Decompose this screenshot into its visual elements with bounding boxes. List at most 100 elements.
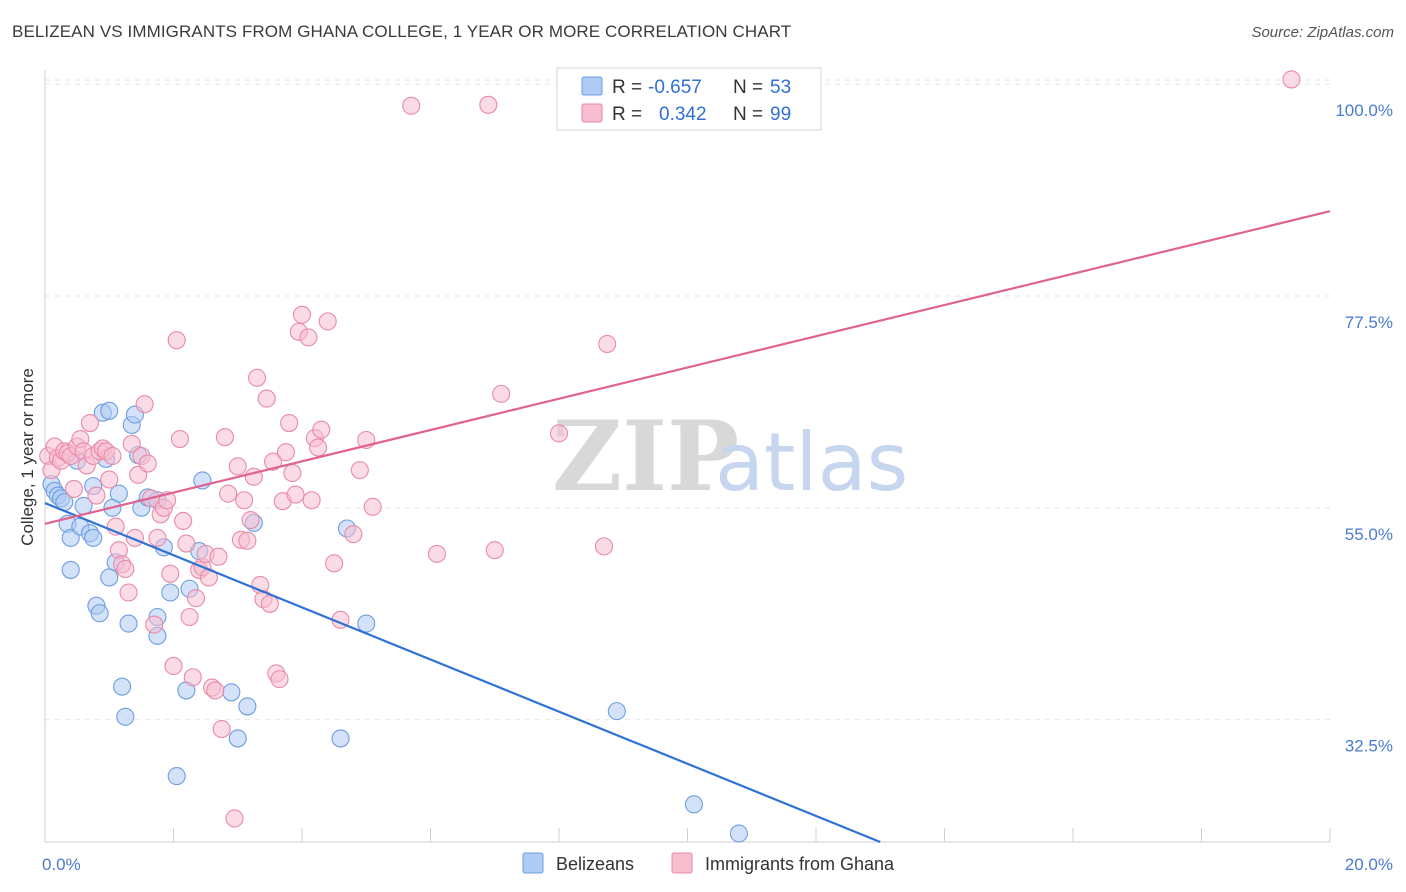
ghana-point: [64, 479, 83, 499]
ghana-point: [344, 525, 363, 544]
ghana-point: [225, 809, 244, 828]
legend-swatch-belizeans: [581, 76, 603, 96]
legend-r-value: 0.342: [659, 104, 707, 125]
belizean-point: [90, 604, 109, 623]
ghana-point: [164, 656, 183, 675]
belizean-point: [109, 484, 128, 503]
ghana-point: [87, 486, 106, 505]
ghana-point: [270, 670, 289, 689]
ghana-point: [241, 510, 260, 530]
scatter-points: [39, 70, 1301, 843]
ghana-point: [299, 328, 318, 347]
ghana-point: [309, 438, 328, 457]
belizean-point: [331, 729, 350, 748]
series-swatch-belizeans: [522, 852, 544, 874]
y-axis-label: College, 1 year or more: [18, 368, 37, 546]
ghana-point: [238, 531, 257, 550]
belizean-point: [357, 614, 376, 633]
ghana-point: [228, 457, 247, 476]
y-tick-label: 77.5%: [1345, 313, 1393, 332]
legend-n-value: 53: [770, 77, 791, 98]
chart-title: BELIZEAN VS IMMIGRANTS FROM GHANA COLLEG…: [12, 22, 792, 41]
ghana-point: [1282, 70, 1301, 89]
ghana-point: [80, 413, 100, 433]
ghana-point: [292, 305, 312, 324]
ghana-point: [135, 395, 154, 414]
series-legend: Belizeans Immigrants from Ghana: [522, 852, 895, 874]
legend-r-value: -0.657: [648, 77, 702, 98]
ghana-point: [276, 443, 295, 462]
series-name-ghana: Immigrants from Ghana: [705, 854, 895, 874]
ghana-point: [598, 334, 617, 354]
y-tick-label: 55.0%: [1345, 525, 1393, 544]
ghana-point: [215, 428, 234, 447]
ghana-point: [212, 719, 231, 739]
belizean-point: [222, 683, 241, 702]
ghana-point: [206, 681, 225, 700]
belizean-point: [61, 560, 80, 579]
ghana-point: [170, 430, 189, 449]
x-tick-label: 20.0%: [1345, 855, 1393, 874]
ghana-point: [402, 96, 421, 115]
ghana-point: [257, 389, 276, 408]
belizean-point: [116, 707, 135, 726]
y-tick-label: 100.0%: [1335, 101, 1393, 120]
ghana-point: [280, 413, 299, 433]
belizean-point: [729, 824, 748, 843]
ghana-point: [138, 454, 157, 473]
ghana-point: [122, 434, 141, 453]
x-tick-label: 0.0%: [42, 855, 81, 874]
ghana-point: [100, 470, 119, 489]
ghana-point: [312, 420, 331, 439]
ghana-point: [479, 95, 498, 114]
ghana-point: [219, 484, 238, 503]
watermark-atlas: atlas: [715, 416, 908, 509]
y-tick-label: 32.5%: [1345, 737, 1393, 756]
ghana-point: [485, 541, 504, 560]
ghana-point: [318, 312, 337, 331]
ghana-point: [594, 537, 614, 556]
ghana-point: [186, 589, 206, 608]
stats-legend: R = -0.657 N = 53 R = 0.342 N = 99: [556, 67, 822, 131]
ghana-point: [148, 528, 167, 547]
ghana-point: [264, 452, 283, 471]
ghana-point: [161, 564, 180, 583]
belizean-trend-line: [44, 502, 881, 844]
ghana-point: [103, 446, 122, 466]
legend-n-label: N =: [733, 104, 763, 125]
ghana-point: [119, 583, 138, 602]
ghana-point: [145, 615, 164, 634]
legend-r-label: R =: [612, 77, 642, 98]
belizean-point: [607, 702, 626, 721]
belizean-point: [161, 583, 180, 602]
ghana-point: [427, 544, 446, 563]
ghana-point: [247, 368, 267, 387]
ghana-point: [286, 485, 305, 504]
belizean-point: [684, 795, 703, 814]
belizean-point: [100, 568, 119, 587]
ghana-trend-line: [44, 210, 1331, 525]
belizean-point: [100, 401, 119, 420]
belizean-point: [238, 697, 257, 716]
watermark-zip: ZIP: [552, 400, 739, 513]
belizean-point: [113, 677, 132, 696]
ghana-point: [363, 497, 382, 516]
ghana-point: [283, 463, 302, 482]
ghana-point: [350, 461, 369, 480]
ghana-point: [302, 491, 321, 510]
legend-r-label: R =: [612, 104, 642, 125]
y-tick-labels: 32.5% 55.0% 77.5% 100.0%: [1335, 101, 1393, 755]
ghana-point: [183, 668, 202, 687]
ghana-point: [492, 384, 511, 403]
ghana-point: [167, 331, 186, 350]
legend-n-label: N =: [733, 77, 763, 98]
legend-n-value: 99: [770, 104, 791, 125]
belizean-point: [119, 614, 138, 633]
ghana-point: [174, 511, 193, 531]
ghana-point: [325, 554, 344, 573]
trend-lines: [44, 210, 1331, 844]
ghana-point: [549, 424, 569, 443]
source-label: Source: ZipAtlas.com: [1251, 24, 1394, 41]
ghana-point: [116, 559, 135, 579]
